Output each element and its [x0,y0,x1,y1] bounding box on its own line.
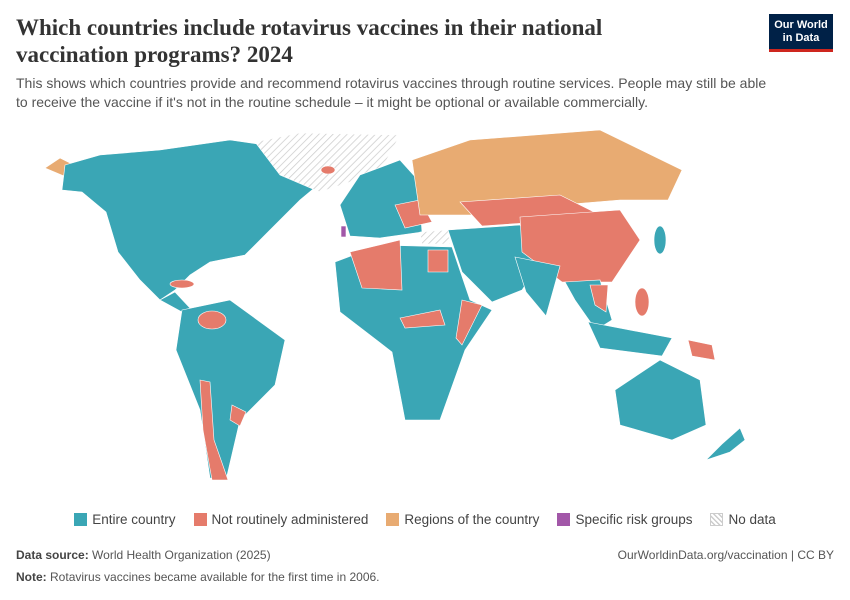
legend-item[interactable]: Entire country [74,512,176,527]
source: Data source: World Health Organization (… [16,548,271,562]
legend-swatch [557,513,571,526]
legend-item[interactable]: Specific risk groups [557,512,692,527]
region[interactable] [427,249,449,273]
source-label: Data source: [16,548,89,562]
note-text: Rotavirus vaccines became available for … [50,570,380,584]
region[interactable] [411,129,683,216]
region[interactable] [349,239,403,291]
region[interactable] [653,225,667,255]
legend-swatch [193,513,207,526]
region[interactable] [199,379,229,481]
region[interactable] [614,359,707,441]
url[interactable]: OurWorldinData.org/vaccination | CC BY [617,548,834,562]
region[interactable] [587,321,673,357]
title: Which countries include rotavirus vaccin… [16,14,602,68]
region[interactable] [320,165,336,175]
legend-label: No data [728,512,776,527]
region[interactable] [175,299,286,481]
region[interactable] [159,291,191,313]
region[interactable] [589,284,609,313]
legend: Entire country Not routinely administered… [0,512,850,527]
region[interactable] [340,225,347,238]
legend-label: Specific risk groups [575,512,693,527]
legend-item[interactable]: No data [710,512,776,527]
world-map [44,129,746,481]
region[interactable] [687,339,716,361]
region[interactable] [514,256,561,317]
subtitle: This shows which countries provide and r… [16,74,766,112]
region[interactable] [169,279,195,289]
region[interactable] [634,287,650,317]
logo-line: in Data [782,32,820,44]
legend-swatch [386,513,400,526]
legend-label: Not routinely administered [211,512,369,527]
subtitle-line: This shows which countries provide and r… [16,75,767,91]
legend-item[interactable]: Regions of the country [386,512,539,527]
legend-swatch [710,513,724,526]
region[interactable] [705,427,746,461]
title-line: vaccination programs? 2024 [16,42,293,67]
legend-label: Regions of the country [404,512,540,527]
legend-swatch [74,513,88,526]
subtitle-line: to receive the vaccine if it's not in th… [16,94,648,110]
note-label: Note: [16,570,47,584]
region[interactable] [447,224,543,303]
logo-line: Our World [774,19,828,31]
region[interactable] [455,299,483,346]
region[interactable] [61,139,331,301]
region[interactable] [197,310,227,330]
source-text: World Health Organization (2025) [92,548,271,562]
region[interactable] [229,404,247,427]
logo[interactable]: Our World in Data [769,14,833,52]
note: Note: Rotavirus vaccines became availabl… [16,570,380,584]
title-line: Which countries include rotavirus vaccin… [16,15,603,40]
legend-item[interactable]: Not routinely administered [193,512,369,527]
legend-label: Entire country [92,512,176,527]
region[interactable] [419,229,451,245]
region[interactable] [399,309,446,329]
